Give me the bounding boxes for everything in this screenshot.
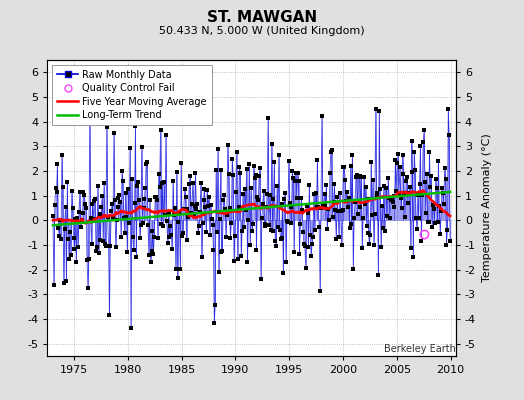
Text: 50.433 N, 5.000 W (United Kingdom): 50.433 N, 5.000 W (United Kingdom) bbox=[159, 26, 365, 36]
Text: ST. MAWGAN: ST. MAWGAN bbox=[207, 10, 317, 25]
Text: Berkeley Earth: Berkeley Earth bbox=[384, 344, 456, 354]
Y-axis label: Temperature Anomaly (°C): Temperature Anomaly (°C) bbox=[482, 134, 492, 282]
Legend: Raw Monthly Data, Quality Control Fail, Five Year Moving Average, Long-Term Tren: Raw Monthly Data, Quality Control Fail, … bbox=[52, 65, 212, 125]
